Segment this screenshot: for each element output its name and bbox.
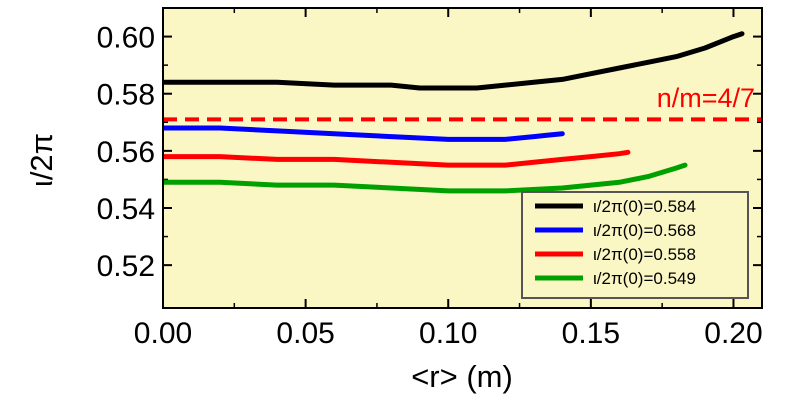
y-axis-label: ι/2π (24, 133, 59, 187)
y-tick-label: 0.54 (97, 193, 155, 226)
x-tick-labels: 0.00 0.05 0.10 0.15 0.20 (134, 317, 763, 350)
series-line-0 (163, 31, 745, 91)
x-tick-label: 0.10 (419, 317, 477, 350)
x-tick-label: 0.05 (276, 317, 334, 350)
legend-label-0: ι/2π(0)=0.584 (593, 197, 696, 216)
reference-line-label: n/m=4/7 (657, 83, 755, 113)
legend-entries: ι/2π(0)=0.584 ι/2π(0)=0.568 ι/2π(0)=0.558 ι… (535, 197, 696, 288)
series-line-3 (163, 162, 688, 194)
legend-label-2: ι/2π(0)=0.558 (593, 245, 696, 264)
legend-label-3: ι/2π(0)=0.549 (593, 269, 696, 288)
series-layer (163, 31, 745, 194)
series-line-2 (163, 149, 631, 168)
legend: ι/2π(0)=0.584 ι/2π(0)=0.568 ι/2π(0)=0.558 ι… (521, 191, 749, 299)
y-tick-label: 0.60 (97, 22, 155, 55)
legend-label-1: ι/2π(0)=0.568 (593, 221, 696, 240)
x-tick-label: 0.20 (704, 317, 762, 350)
x-axis-label: <r> (m) (411, 359, 513, 394)
y-tick-label: 0.52 (97, 250, 155, 283)
y-tick-label: 0.56 (97, 136, 155, 169)
y-tick-labels: 0.52 0.54 0.56 0.58 0.60 (97, 22, 155, 284)
x-tick-label: 0.00 (134, 317, 192, 350)
plot-frame (162, 7, 763, 309)
series-line-1 (163, 125, 565, 142)
y-tick-label: 0.58 (97, 79, 155, 112)
x-tick-label: 0.15 (562, 317, 620, 350)
